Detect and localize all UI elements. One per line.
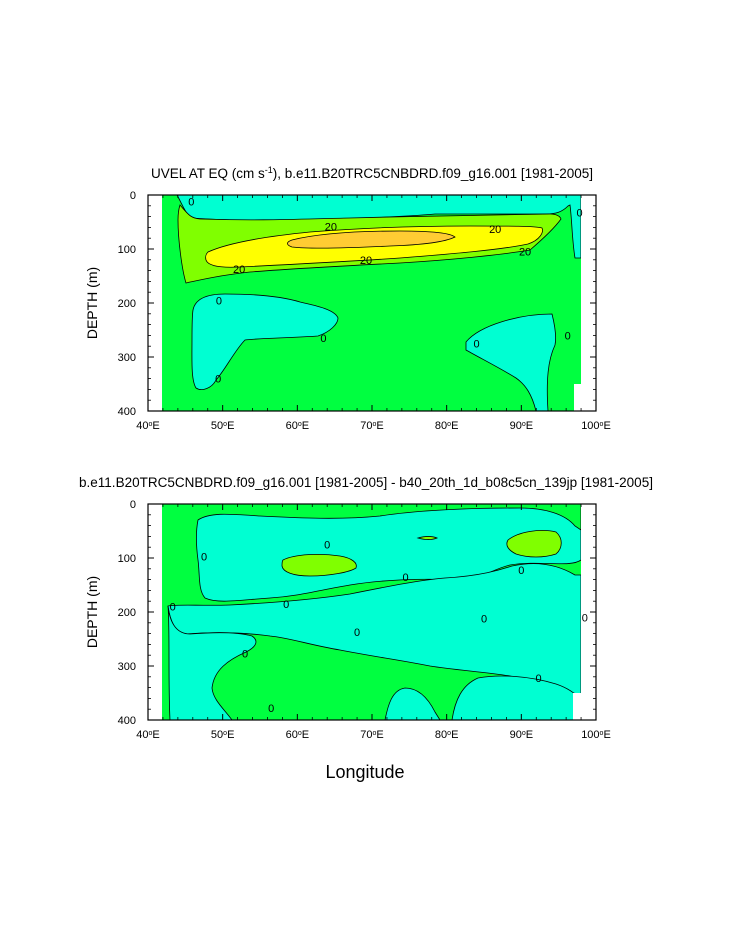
x-tick-label: 60oE [286,420,310,432]
x-tick-label: 40oE [136,420,160,432]
contour-label: 0 [535,673,541,685]
x-tick-label: 80oE [435,420,459,432]
contour-label: 20 [360,255,372,267]
contour-label: 0 [481,613,487,625]
p2-green-blob-left [281,553,357,577]
contour-label: 20 [489,224,501,236]
y-tick-label: 400 [118,715,136,727]
panel-1-title: UVEL AT EQ (cm s-1), b.e11.B20TRC5CNBDRD… [151,165,593,181]
panel-1-contour-labels: 0 0 20 20 20 20 20 0 0 0 0 0 [188,196,583,386]
panel-2-contour-labels: 0 0 0 0 0 0 0 0 0 0 0 0 [170,540,588,716]
x-tick-label: 50oE [211,729,235,741]
p1-cyan-lower-left [191,293,339,390]
contour-label: 0 [320,333,326,345]
x-tick-label: 80oE [435,729,459,741]
x-tick-label: 100oE [581,729,611,741]
contour-label: 20 [325,221,337,233]
panel-2-ticks: 40oE 50oE 60oE 70oE 80oE 90oE 100oE 0 100 200 300 4… [118,499,611,741]
contour-label: 0 [403,572,409,584]
y-tick-label: 0 [130,190,136,202]
contour-label: 0 [473,339,479,351]
p1-cyan-lower-right [465,313,556,412]
x-tick-label: 90oE [510,729,534,741]
contour-label: 0 [324,540,330,552]
x-tick-label: 40oE [136,729,160,741]
y-tick-label: 200 [118,607,136,619]
y-tick-label: 200 [118,298,136,310]
contour-label: 0 [577,207,583,219]
p2-green-blob-right [506,530,562,558]
contour-label: 0 [216,295,222,307]
p2-cyan-bottom-left [167,605,257,721]
contour-label: 0 [201,551,207,563]
contour-label: 0 [170,602,176,614]
panel-2-ylabel: DEPTH (m) [84,576,100,648]
contour-label: 0 [215,374,221,386]
contour-label: 20 [519,247,531,259]
contour-label: 0 [268,703,274,715]
panel-1-ticks: 40oE 50oE 60oE 70oE 80oE 90oE 100oE01002003004… [118,190,611,432]
contour-label: 0 [188,196,194,208]
contour-label: 20 [233,264,245,276]
x-tick-label: 70oE [360,420,384,432]
x-tick-label: 50oE [211,420,235,432]
x-tick-label: 60oE [286,729,310,741]
p2-cyan-top [196,504,582,602]
p2-white-notch-right [573,693,581,720]
panel-1: 40oE 50oE 60oE 70oE 80oE 90oE 100oE01002003004… [84,165,611,432]
contour-label: 0 [582,612,588,624]
contour-label: 0 [354,627,360,639]
x-tick-label: 100oE [581,420,611,432]
y-tick-label: 100 [118,244,136,256]
contour-label: 0 [283,599,289,611]
y-tick-label: 400 [118,406,136,418]
contour-label: 0 [518,565,524,577]
x-tick-label: 70oE [360,729,384,741]
panel-2: 40oE 50oE 60oE 70oE 80oE 90oE 100oE 0 100 200 300 4… [79,475,653,782]
y-tick-label: 300 [118,352,136,364]
p2-cyan-bottom-middle [384,687,441,721]
p1-white-notch-right [574,384,581,411]
p2-lens [416,536,439,540]
panel-1-ylabel: DEPTH (m) [84,267,100,339]
panel-2-xlabel: Longitude [325,762,404,782]
y-tick-label: 0 [130,499,136,511]
x-tick-label: 90oE [510,420,534,432]
p1-jet-orange [287,230,456,249]
panel-2-plot-area [148,504,596,721]
y-tick-label: 300 [118,661,136,673]
y-tick-label: 100 [118,553,136,565]
contour-label: 0 [565,330,571,342]
panel-2-title: b.e11.B20TRC5CNBDRD.f09_g16.001 [1981-20… [79,475,653,490]
contour-label: 0 [242,649,248,661]
